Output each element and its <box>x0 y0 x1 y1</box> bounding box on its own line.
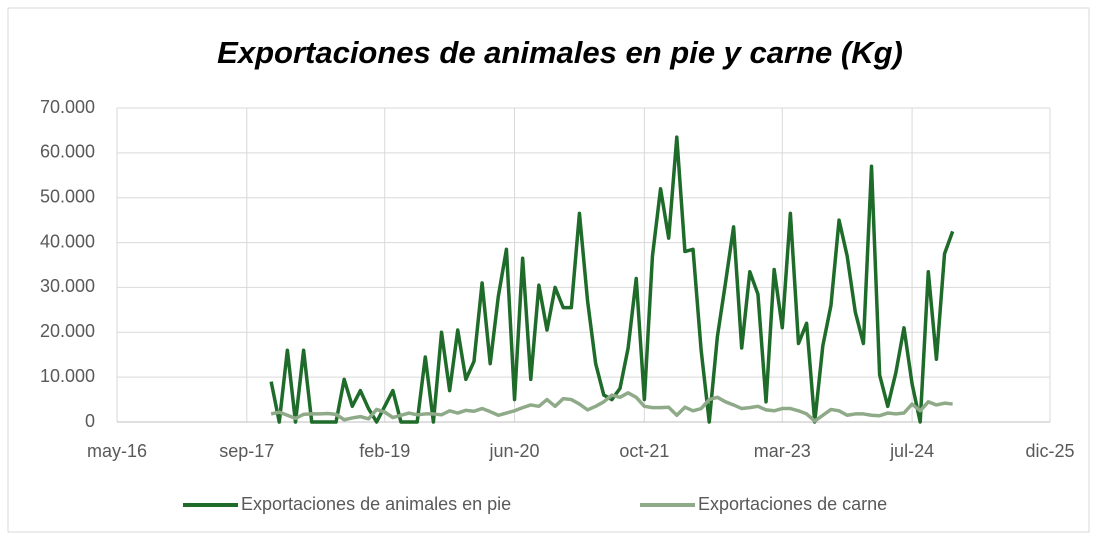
x-tick-label: dic-25 <box>1025 441 1074 461</box>
x-tick-label: jul-24 <box>889 441 934 461</box>
y-tick-label: 30.000 <box>40 276 95 296</box>
y-tick-label: 10.000 <box>40 366 95 386</box>
x-tick-label: mar-23 <box>754 441 811 461</box>
y-tick-label: 20.000 <box>40 321 95 341</box>
x-tick-label: feb-19 <box>359 441 410 461</box>
x-tick-label: jun-20 <box>489 441 540 461</box>
y-tick-label: 0 <box>85 411 95 431</box>
legend-label: Exportaciones de carne <box>698 494 887 514</box>
chart-border <box>7 7 1090 533</box>
y-tick-label: 60.000 <box>40 142 95 162</box>
legend-label: Exportaciones de animales en pie <box>241 494 511 514</box>
y-tick-label: 70.000 <box>40 97 95 117</box>
x-tick-label: sep-17 <box>219 441 274 461</box>
series-line <box>269 135 955 424</box>
y-tick-label: 50.000 <box>40 186 95 206</box>
x-tick-label: may-16 <box>87 441 147 461</box>
chart-title: Exportaciones de animales en pie y carne… <box>217 35 903 70</box>
series-line <box>270 391 953 423</box>
y-tick-label: 40.000 <box>40 231 95 251</box>
x-tick-label: oct-21 <box>619 441 669 461</box>
